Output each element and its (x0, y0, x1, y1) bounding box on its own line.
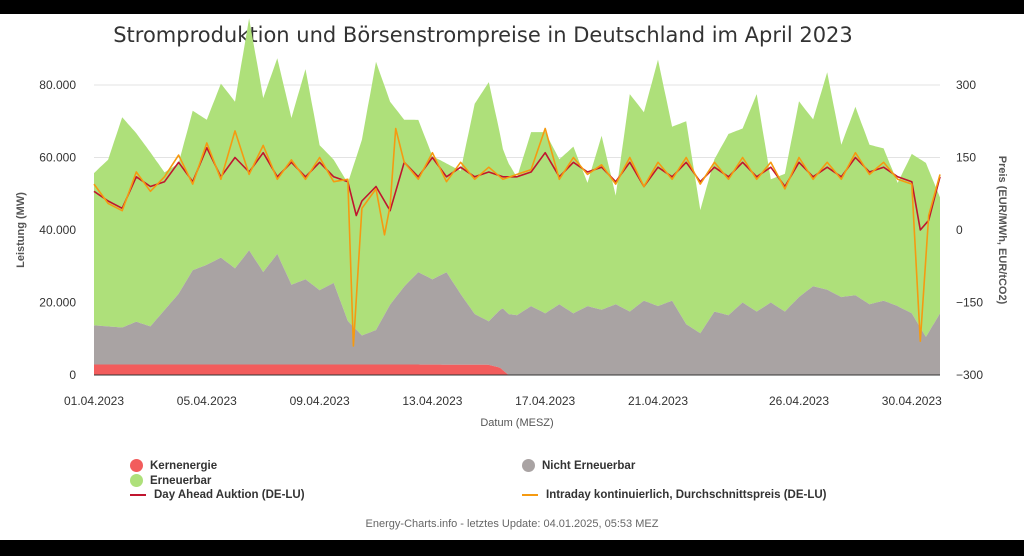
x-tick-label-7: 30.04.2023 (882, 394, 942, 408)
legend-item-erneuerbar[interactable]: Erneuerbar (130, 474, 211, 487)
area-kernenergie (94, 364, 940, 375)
legend-label-intraday: Intraday kontinuierlich, Durchschnittspr… (546, 489, 827, 501)
legend-label-nicht-erneuerbar: Nicht Erneuerbar (542, 459, 636, 472)
x-tick-label-6: 26.04.2023 (769, 394, 829, 408)
legend-label-erneuerbar: Erneuerbar (150, 474, 212, 487)
y-tick-label-4: 80.000 (39, 78, 76, 92)
y2-tick-label-0: −300 (956, 368, 983, 382)
y2-axis-ticks: −300 −150 0 150 300 (956, 78, 983, 382)
y-tick-label-0: 0 (69, 368, 76, 382)
legend-item-nicht-erneuerbar[interactable]: Nicht Erneuerbar (522, 459, 635, 472)
legend-swatch-erneuerbar (130, 474, 143, 487)
y2-tick-label-4: 300 (956, 78, 976, 92)
y2-tick-label-1: −150 (956, 296, 983, 310)
legend-swatch-nicht-erneuerbar (522, 459, 535, 472)
y-axis-ticks: 0 20.000 40.000 60.000 80.000 (39, 78, 76, 382)
y2-axis-label: Preis (EUR/MWh, EUR/tCO2) (996, 156, 1008, 305)
legend-item-day-ahead[interactable]: Day Ahead Auktion (DE-LU) (130, 489, 305, 501)
legend-item-kernenergie[interactable]: Kernenergie (130, 459, 217, 472)
legend-swatch-day-ahead (130, 494, 146, 496)
legend-item-intraday[interactable]: Intraday kontinuierlich, Durchschnittspr… (522, 489, 827, 501)
y2-tick-label-3: 150 (956, 151, 976, 165)
y-tick-label-1: 20.000 (39, 296, 76, 310)
x-tick-label-0: 01.04.2023 (64, 394, 124, 408)
chart-canvas: Stromproduktion und Börsenstrompreise in… (15, 18, 1008, 429)
x-axis-label: Datum (MESZ) (480, 417, 553, 429)
x-tick-label-2: 09.04.2023 (290, 394, 350, 408)
line-intraday-kontinuierlich-durchschnittspreis-de-lu- (93, 127, 941, 347)
chart-title: Stromproduktion und Börsenstrompreise in… (113, 23, 853, 47)
chart-credit: Energy-Charts.info - letztes Update: 04.… (365, 518, 659, 530)
y-tick-label-2: 40.000 (39, 223, 76, 237)
y-axis-label: Leistung (MW) (15, 192, 27, 268)
x-tick-label-4: 17.04.2023 (515, 394, 575, 408)
area-nicht-erneuerbar (94, 250, 940, 375)
x-tick-label-3: 13.04.2023 (402, 394, 462, 408)
legend-swatch-kernenergie (130, 459, 143, 472)
x-tick-label-5: 21.04.2023 (628, 394, 688, 408)
legend-swatch-intraday (522, 494, 538, 496)
y-tick-label-3: 60.000 (39, 151, 76, 165)
y2-tick-label-2: 0 (956, 223, 963, 237)
price-lines (93, 127, 941, 347)
stacked-areas (94, 18, 940, 375)
legend-label-kernenergie: Kernenergie (150, 459, 218, 472)
chart-frame: Stromproduktion und Börsenstrompreise in… (0, 14, 1024, 540)
x-tick-label-1: 05.04.2023 (177, 394, 237, 408)
legend: Kernenergie Erneuerbar Day Ahead Auktion… (0, 456, 1024, 506)
x-axis-ticks: 01.04.2023 05.04.2023 09.04.2023 13.04.2023… (64, 394, 942, 408)
legend-label-day-ahead: Day Ahead Auktion (DE-LU) (154, 489, 305, 501)
